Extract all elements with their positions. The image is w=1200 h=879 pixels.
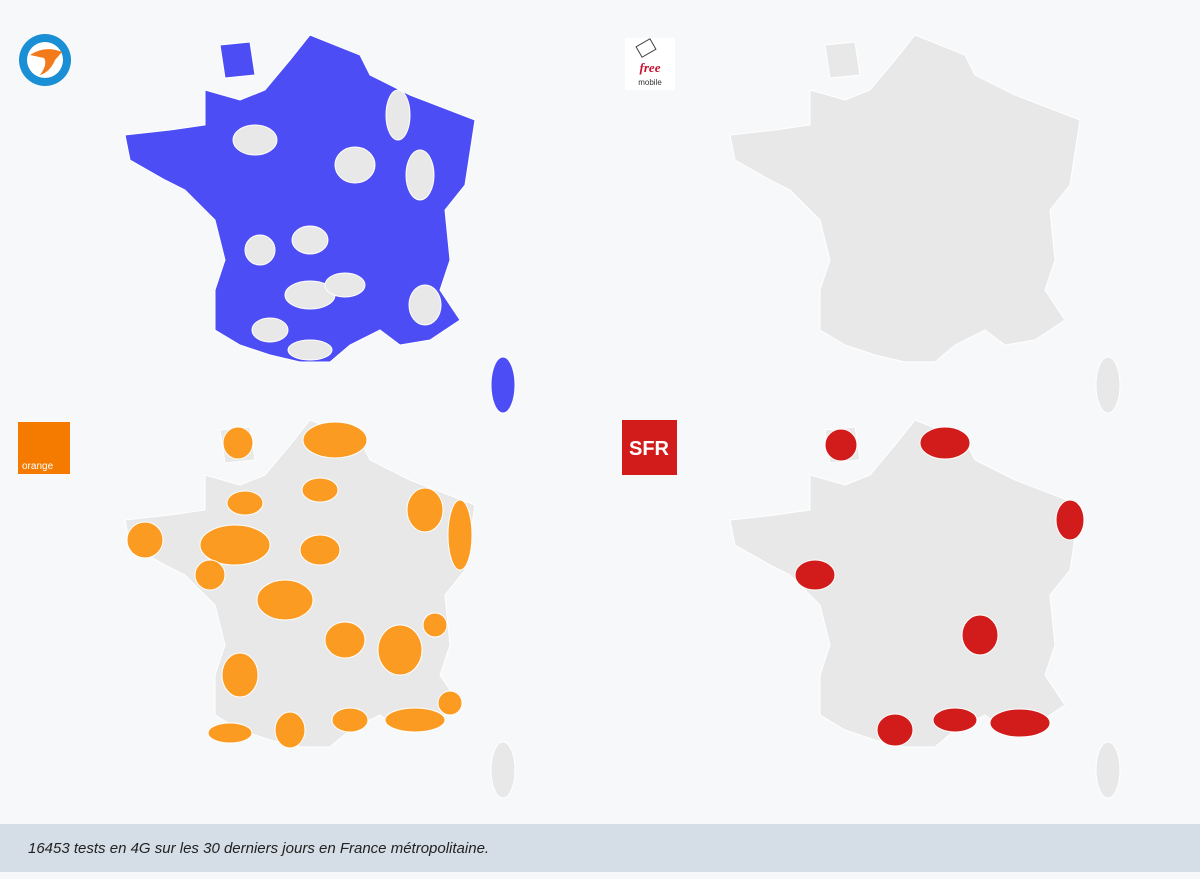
logo-sfr <box>622 420 677 475</box>
map-panel: SFR <box>622 419 1121 799</box>
logo-free <box>625 38 675 90</box>
department-region <box>232 124 278 156</box>
department-region <box>406 487 444 533</box>
map-panel: free mobile <box>625 34 1121 414</box>
logo-subtext: mobile <box>638 78 662 87</box>
department-region <box>274 711 306 749</box>
logo-text: orange <box>22 461 54 472</box>
department-region <box>287 339 333 361</box>
department-region <box>919 426 971 460</box>
department-region <box>405 149 435 201</box>
department-region <box>207 722 253 744</box>
department-region <box>331 707 369 733</box>
department-region <box>932 707 978 733</box>
department-region <box>226 490 264 516</box>
department-region <box>794 559 836 591</box>
department-region <box>377 624 423 676</box>
department-region <box>302 421 368 459</box>
department-region <box>1055 499 1085 541</box>
department-region <box>385 89 411 141</box>
department-region <box>199 524 271 566</box>
department-region <box>301 477 339 503</box>
department-region <box>384 707 446 733</box>
department-region <box>408 284 442 326</box>
department-region <box>256 579 314 621</box>
department-region <box>447 499 473 571</box>
department-region <box>876 713 914 747</box>
department-region <box>244 234 276 266</box>
department-region <box>222 426 254 460</box>
department-region <box>299 534 341 566</box>
department-region <box>422 612 448 638</box>
caption: 16453 tests en 4G sur les 30 derniers jo… <box>28 840 489 857</box>
department-region <box>291 225 329 255</box>
department-region <box>824 428 858 462</box>
map-panel: orange <box>18 419 516 799</box>
logo-text: free <box>640 60 661 75</box>
department-region <box>221 652 259 698</box>
department-region <box>324 621 366 659</box>
department-region <box>324 272 366 298</box>
logo-text: SFR <box>629 438 670 460</box>
caption-bar <box>0 824 1200 872</box>
department-region <box>126 521 164 559</box>
department-region <box>194 559 226 591</box>
department-region <box>334 146 376 184</box>
logo-orange <box>18 422 70 474</box>
department-region <box>961 614 999 656</box>
department-region <box>251 317 289 343</box>
department-region <box>989 708 1051 738</box>
map-panel <box>19 34 516 414</box>
department-region <box>437 690 463 716</box>
